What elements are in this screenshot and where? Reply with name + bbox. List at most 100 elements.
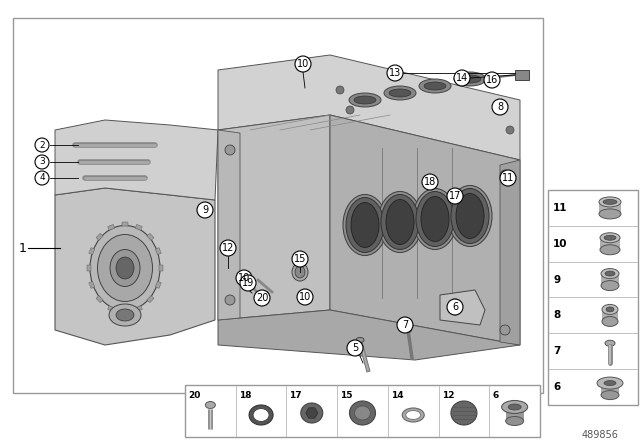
Circle shape (254, 290, 270, 306)
Circle shape (292, 251, 308, 267)
Circle shape (397, 317, 413, 333)
Text: 6: 6 (452, 302, 458, 312)
Bar (122, 310, 128, 314)
Text: 11: 11 (502, 173, 514, 183)
Ellipse shape (109, 304, 141, 326)
Text: 9: 9 (553, 275, 560, 284)
Circle shape (35, 171, 49, 185)
Text: 3: 3 (39, 158, 45, 167)
Ellipse shape (451, 189, 489, 244)
Ellipse shape (599, 209, 621, 219)
Ellipse shape (354, 96, 376, 104)
Bar (108, 306, 115, 312)
Polygon shape (218, 310, 520, 360)
Bar (515, 70, 529, 80)
Circle shape (447, 188, 463, 204)
Text: 19: 19 (242, 278, 254, 288)
Ellipse shape (386, 199, 414, 245)
Ellipse shape (97, 234, 152, 302)
Ellipse shape (599, 197, 621, 207)
Ellipse shape (449, 299, 461, 315)
Bar (96, 296, 103, 303)
Ellipse shape (604, 235, 616, 240)
Text: 4: 4 (39, 173, 45, 182)
Circle shape (500, 170, 510, 180)
Bar (602, 310, 618, 321)
Circle shape (35, 138, 49, 152)
Text: 12: 12 (442, 391, 454, 400)
Circle shape (35, 155, 49, 169)
Circle shape (506, 126, 514, 134)
Text: 6: 6 (553, 382, 560, 392)
Text: 6: 6 (492, 391, 499, 400)
Ellipse shape (456, 194, 484, 238)
Circle shape (297, 289, 313, 305)
Bar (122, 222, 128, 226)
Ellipse shape (116, 309, 134, 321)
Bar (600, 238, 620, 250)
Polygon shape (55, 188, 215, 345)
Ellipse shape (116, 257, 134, 279)
Circle shape (454, 70, 470, 86)
Bar (89, 281, 95, 289)
Ellipse shape (603, 199, 617, 204)
Ellipse shape (205, 401, 215, 409)
Polygon shape (330, 115, 520, 345)
Ellipse shape (508, 404, 521, 410)
Ellipse shape (502, 401, 527, 414)
Text: 7: 7 (553, 346, 561, 356)
Text: 13: 13 (389, 68, 401, 78)
Ellipse shape (355, 406, 371, 420)
Polygon shape (218, 55, 520, 160)
Text: 17: 17 (289, 391, 302, 400)
Text: 18: 18 (424, 177, 436, 187)
Bar (159, 265, 163, 271)
Bar (601, 383, 619, 395)
Ellipse shape (378, 191, 422, 253)
Text: 20: 20 (188, 391, 200, 400)
Bar (156, 248, 161, 255)
Text: 1: 1 (19, 241, 27, 254)
Circle shape (500, 170, 516, 186)
Bar (108, 224, 115, 230)
Circle shape (225, 145, 235, 155)
Circle shape (447, 299, 463, 315)
Text: 489856: 489856 (582, 430, 618, 440)
Circle shape (387, 65, 403, 81)
Ellipse shape (597, 377, 623, 389)
Circle shape (336, 86, 344, 94)
Ellipse shape (454, 72, 486, 86)
Circle shape (261, 291, 269, 299)
Ellipse shape (606, 307, 614, 312)
Text: 2: 2 (39, 141, 45, 150)
Text: 14: 14 (456, 73, 468, 83)
Bar (96, 233, 103, 241)
Ellipse shape (349, 401, 376, 425)
Ellipse shape (459, 75, 481, 83)
Text: 8: 8 (497, 102, 503, 112)
Bar (601, 274, 619, 285)
Polygon shape (306, 408, 318, 418)
Ellipse shape (600, 245, 620, 255)
Bar (185, 385, 540, 437)
Bar (548, 190, 638, 405)
Ellipse shape (416, 191, 454, 246)
Ellipse shape (601, 391, 619, 400)
Text: 11: 11 (553, 203, 568, 213)
Circle shape (346, 106, 354, 114)
Bar (156, 281, 161, 289)
Polygon shape (55, 120, 218, 200)
Ellipse shape (356, 337, 364, 343)
Bar (599, 202, 621, 214)
Ellipse shape (605, 271, 615, 276)
Ellipse shape (404, 327, 412, 332)
Bar (506, 407, 524, 421)
Polygon shape (500, 160, 520, 345)
Ellipse shape (419, 79, 451, 93)
Ellipse shape (389, 89, 411, 97)
Text: 9: 9 (202, 205, 208, 215)
Bar (135, 224, 142, 230)
Ellipse shape (601, 280, 619, 291)
Circle shape (492, 99, 508, 115)
Text: 10: 10 (238, 273, 250, 283)
